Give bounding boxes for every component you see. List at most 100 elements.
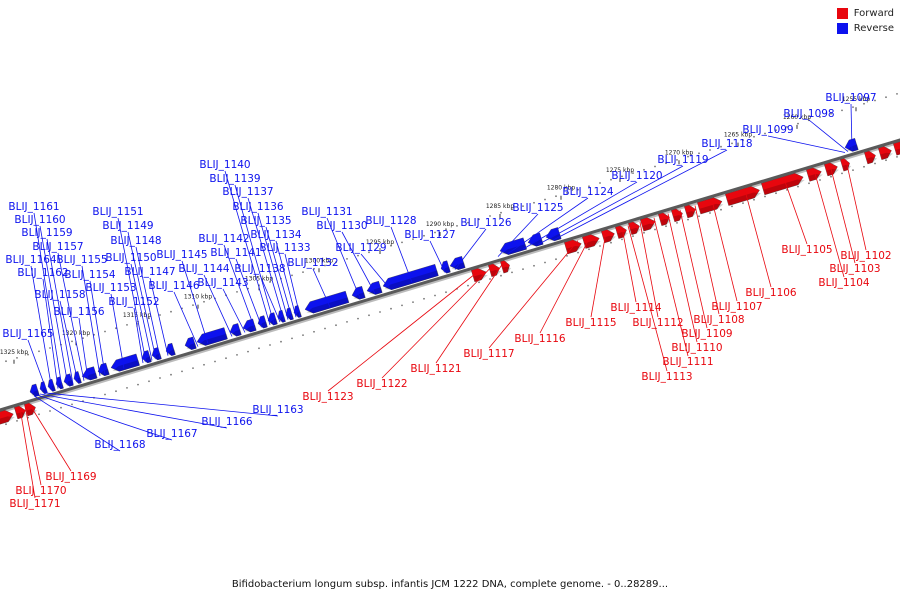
gene-label: BLIJ_1132 [287,257,338,269]
scale-dot-upper [324,264,326,267]
gene-leader-line [694,205,720,315]
gene-leader-line [257,212,289,320]
scale-dot-upper [126,324,128,326]
scale-dot-lower [434,294,436,297]
reverse-gene-arrow-shade [547,233,562,241]
scale-dot-lower [753,198,755,201]
reverse-gene-arrow [47,378,56,392]
scale-dot-lower [808,182,810,185]
scale-dot-upper [533,201,535,204]
gene-leader-line [27,339,48,393]
gene-leader-line [327,269,481,392]
gene-label: BLIJ_1113 [641,371,692,383]
scale-dot-upper [632,172,634,175]
scale-dot-lower [577,251,579,254]
scale-dot-lower [335,324,337,327]
forward-gene-arrow-shade [880,152,893,160]
scale-dot-upper [49,347,51,349]
gene-label: BLIJ_1099 [742,124,793,136]
scale-dot-lower [247,350,249,353]
scale-dot-lower [467,284,469,287]
gene-label: BLIJ_1148 [110,235,161,247]
scale-dot-upper [148,317,150,320]
gene-label: BLIJ_1128 [365,215,416,227]
scale-dot-upper [830,112,832,115]
gene-label: BLIJ_1111 [662,356,713,368]
forward-gene-arrow-shade [26,409,38,416]
reverse-gene-arrow-shade [75,377,83,384]
scale-dot-lower [5,423,7,426]
gene-leader-line [57,252,85,381]
scale-tick-label: 1300 kbp [305,257,333,264]
dna-axis [0,138,900,412]
forward-gene-arrow-shade [866,157,878,164]
gene-leader-line [829,164,856,264]
gene-label: BLIJ_1150 [105,252,156,264]
gene-leader-line [46,238,74,385]
gene-label: BLIJ_1145 [156,249,207,261]
gene-leader-line [149,277,169,356]
gene-leader-line [507,197,589,254]
scale-dot-lower [412,301,414,303]
scale-dot-lower [203,363,205,366]
scale-dot-lower [797,185,799,188]
scale-dot-upper [203,300,205,303]
forward-gene-arrow [840,158,850,172]
reverse-gene-arrow-shade [186,343,197,350]
scale-dot-lower [731,205,733,208]
scale-dot-upper [665,162,667,165]
gene-leader-line [130,263,153,361]
gene-label: BLIJ_1129 [335,242,386,254]
gene-label: BLIJ_1106 [745,287,797,299]
forward-gene-arrow-shade [0,416,15,425]
scale-dot-upper [390,244,392,247]
scale-dot-lower [863,165,865,168]
scale-dot-upper [423,234,425,237]
gene-label: BLIJ_1104 [818,277,870,289]
scale-tick-label: 1290 kbp [426,221,454,228]
forward-gene-arrow-shade [617,231,629,239]
gene-label: BLIJ_1155 [56,254,107,266]
gene-leader-line [539,236,591,334]
scale-dot-lower [214,360,216,363]
scale-dot-upper [863,102,865,105]
scale-dot-upper [170,310,172,313]
legend-reverse: Reverse [836,21,894,36]
scale-tick-label: 1270 kbp [665,149,693,156]
gene-label: BLIJ_1160 [14,214,65,226]
forward-gene-arrow-shade [699,203,724,214]
scale-dot-lower [137,383,139,386]
gene-leader-line [390,226,413,283]
scale-dot-lower [687,218,689,221]
gene-leader-line [24,406,42,486]
reverse-gene-arrow-shade [83,372,98,380]
reverse-swatch [836,23,848,34]
reverse-gene-arrow-shade [167,349,176,356]
scale-dot-lower [841,172,843,175]
scale-dot-lower [379,311,381,313]
forward-gene-arrow [725,186,760,206]
gene-label: BLIJ_1131 [301,206,352,218]
gene-leader-line [341,231,376,294]
scale-dot-lower [665,225,667,228]
scale-dot-lower [192,367,194,369]
reverse-gene-arrow [196,327,228,346]
gene-label: BLIJ_1156 [53,306,105,318]
gene-label: BLIJ_1115 [565,317,616,329]
forward-gene-arrow-shade [502,266,512,273]
scale-dot-lower [16,420,18,422]
gene-leader-line [39,225,69,386]
scale-dot-lower [742,202,744,205]
scale-dot-lower [698,215,700,218]
gene-leader-line [679,209,708,329]
scale-dot-lower [159,377,161,379]
gene-label: BLIJ_1165 [2,328,53,340]
scale-dot-lower [654,228,656,231]
reverse-gene-arrow [165,342,176,356]
scale-tick-label: 1255 kbp [842,96,870,103]
scale-dot-lower [423,297,425,300]
gene-leader-line [127,231,157,360]
scale-dot-upper [654,165,656,168]
